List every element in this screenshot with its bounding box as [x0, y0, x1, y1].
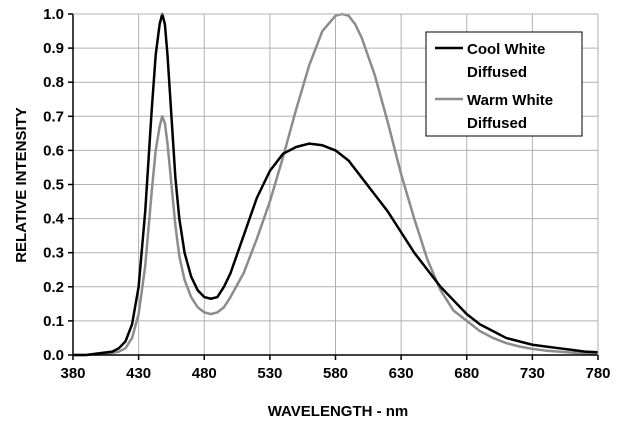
y-tick-label: 0.1 [43, 313, 64, 330]
legend-label-warm-white-line1: Warm White [467, 92, 553, 109]
x-tick-label: 780 [585, 365, 610, 382]
legend-label-warm-white-line2: Diffused [467, 115, 527, 132]
x-tick-label: 630 [389, 365, 414, 382]
legend: Cool White Diffused Warm White Diffused [425, 31, 583, 137]
series-layer [73, 12, 599, 357]
x-tick-label: 430 [126, 365, 151, 382]
x-tick-label: 580 [323, 365, 348, 382]
y-tick-label: 0.3 [43, 245, 64, 262]
series-line-warm-white-diffused [73, 12, 599, 357]
y-axis-title: RELATIVE INTENSITY [13, 107, 30, 263]
axis-layer [68, 13, 599, 360]
y-tick-label: 0.0 [43, 347, 64, 364]
x-tick-label: 680 [454, 365, 479, 382]
y-tick-label: 0.8 [43, 74, 64, 91]
y-tick-label: 0.5 [43, 177, 64, 194]
series-line-cool-white-diffused [73, 12, 599, 357]
y-tick-label: 0.9 [43, 40, 64, 57]
y-tick-label: 0.7 [43, 108, 64, 125]
y-tick-label: 0.4 [43, 211, 65, 228]
y-tick-label: 0.2 [43, 279, 64, 296]
y-tick-label: 1.0 [43, 6, 64, 23]
x-tick-label: 380 [60, 365, 85, 382]
legend-label-cool-white-line1: Cool White [467, 41, 545, 58]
x-tick-label: 730 [520, 365, 545, 382]
legend-box [425, 31, 583, 137]
x-tick-label: 530 [257, 365, 282, 382]
y-tick-label: 0.6 [43, 142, 64, 159]
x-tick-label: 480 [192, 365, 217, 382]
tick-layer: 380 430 480 530 580 630 680 730 780 0.0 0.1 0.2 0.3 0… [43, 6, 610, 382]
legend-label-cool-white-line2: Diffused [467, 64, 527, 81]
x-axis-title: WAVELENGTH - nm [268, 403, 409, 420]
